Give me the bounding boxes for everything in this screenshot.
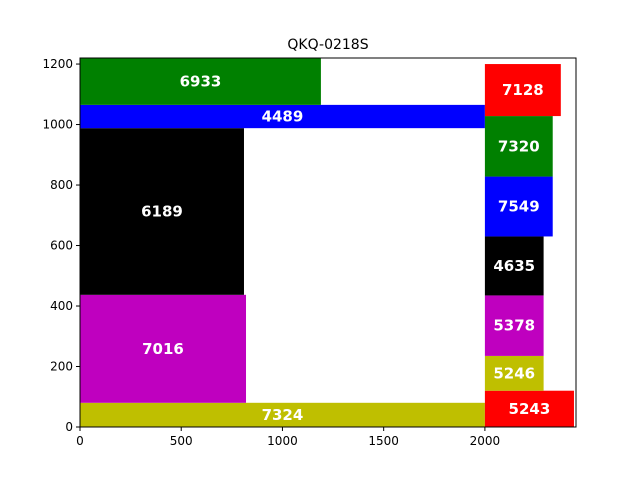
bar-5243 — [484, 390, 574, 427]
bar-label-5378: 5378 — [493, 317, 535, 335]
bar-label-6189: 6189 — [141, 202, 183, 220]
bar-label-5246: 5246 — [493, 364, 535, 382]
bar-label-4489: 4489 — [262, 108, 304, 126]
plot-frame — [79, 57, 577, 428]
y-tick-label: 1200 — [42, 57, 73, 71]
x-tick-label: 1000 — [267, 434, 298, 448]
bar-label-7128: 7128 — [502, 81, 544, 99]
bar-4635 — [484, 236, 544, 296]
bar-4489 — [80, 104, 485, 129]
bar-6189 — [80, 128, 244, 295]
bar-7320 — [484, 116, 553, 177]
bar-label-7324: 7324 — [262, 406, 304, 424]
x-tick-label: 2000 — [470, 434, 501, 448]
x-tick-label: 0 — [76, 434, 84, 448]
bar-5378 — [484, 295, 544, 356]
axes-layer: 0 500 1000 1500 2000 0 200 400 600 800 1000 1200 — [42, 57, 500, 448]
y-tick-label: 800 — [50, 178, 73, 192]
chart-title: QKQ-0218S — [287, 37, 368, 53]
bar-7128 — [484, 64, 561, 117]
bar-7549 — [484, 176, 553, 237]
bar-label-4635: 4635 — [493, 257, 535, 275]
bar-5246 — [484, 355, 544, 391]
bars-layer: 7324 7016 6189 4489 6933 5243 5246 5378 4635 7549… — [80, 58, 574, 427]
y-tick-label: 600 — [50, 239, 73, 253]
x-tick-label: 1500 — [368, 434, 399, 448]
y-tick-label: 400 — [50, 299, 73, 313]
y-tick-label: 0 — [65, 420, 73, 434]
bar-label-7016: 7016 — [142, 340, 184, 358]
x-tick-label: 500 — [170, 434, 193, 448]
y-tick-label: 1000 — [42, 118, 73, 132]
bar-label-7320: 7320 — [498, 137, 540, 155]
bar-label-6933: 6933 — [180, 72, 222, 90]
y-tick-label: 200 — [50, 360, 73, 374]
bar-7324 — [80, 402, 485, 427]
bar-label-5243: 5243 — [509, 400, 551, 418]
bar-6933 — [80, 58, 321, 105]
bar-label-7549: 7549 — [498, 198, 540, 216]
bar-7016 — [80, 294, 247, 403]
